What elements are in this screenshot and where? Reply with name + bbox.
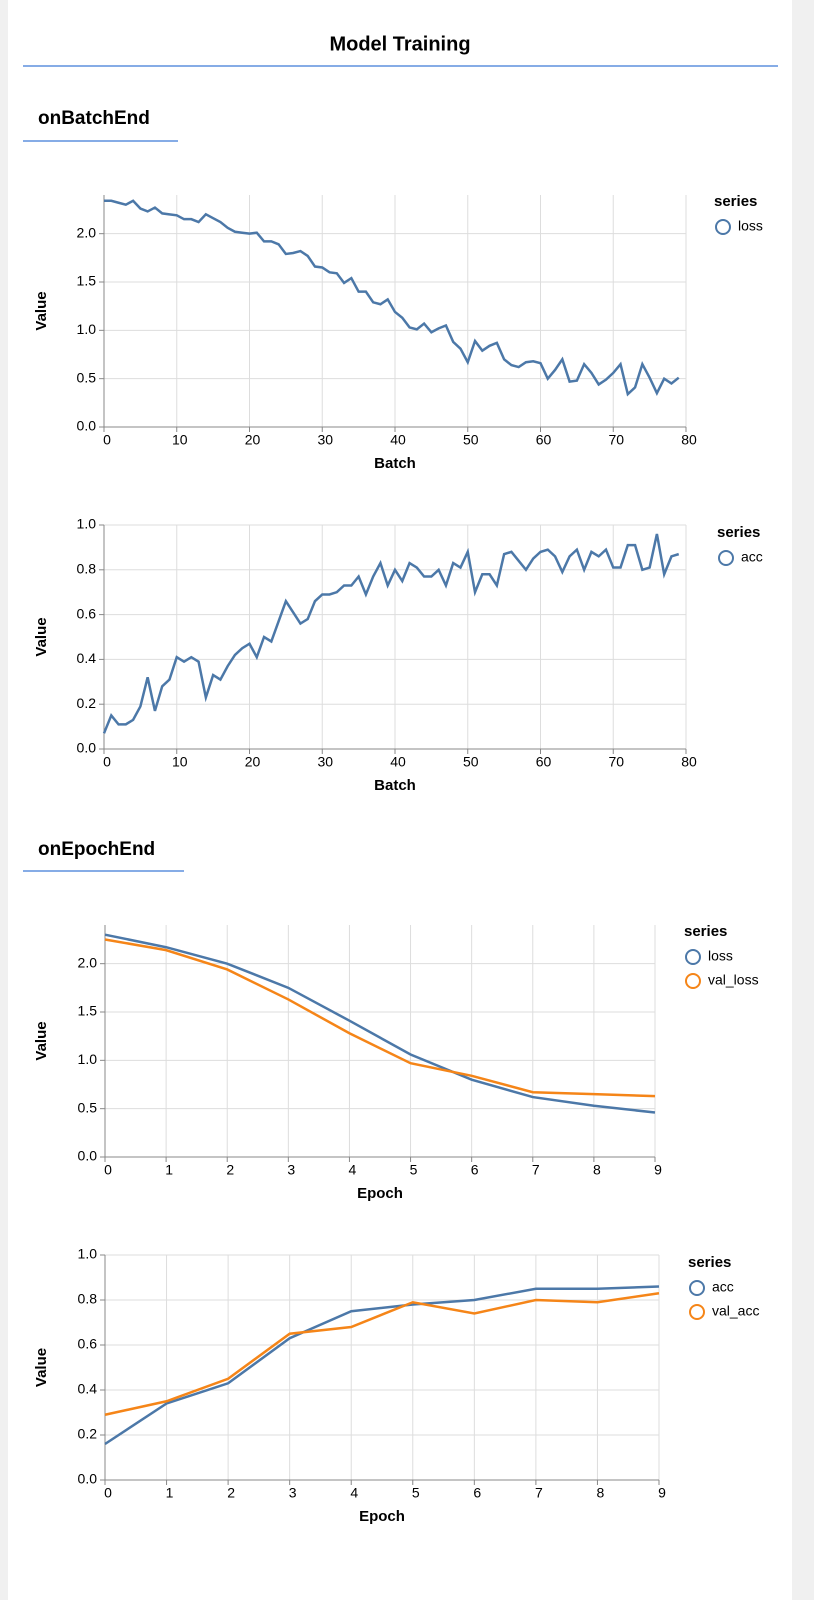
x-tick-label: 8 [597,1485,605,1501]
x-tick-label: 0 [104,1162,112,1178]
y-tick-label: 0.0 [78,1148,98,1164]
x-tick-label: 1 [165,1162,173,1178]
legend-label: loss [738,218,763,234]
y-tick-label: 0.8 [78,1291,98,1307]
legend-label: val_loss [708,972,759,988]
y-tick-label: 0.4 [78,1381,98,1397]
x-tick-label: 1 [166,1485,174,1501]
x-tick-label: 50 [463,754,479,770]
x-axis-title: Epoch [357,1185,403,1202]
legend-symbol [685,973,701,989]
x-tick-label: 0 [103,432,111,448]
y-tick-label: 2.0 [77,224,97,240]
y-axis-title: Value [33,291,50,330]
x-tick-label: 5 [410,1162,418,1178]
y-axis-title: Value [33,1021,50,1060]
y-axis-title: Value [33,1348,50,1387]
y-tick-label: 0.0 [78,1471,98,1487]
x-tick-label: 4 [349,1162,357,1178]
x-tick-label: 4 [350,1485,358,1501]
legend-symbol [718,550,734,566]
legend-label: val_acc [712,1303,759,1319]
x-tick-label: 9 [658,1485,666,1501]
x-tick-label: 3 [289,1485,297,1501]
x-tick-label: 5 [412,1485,420,1501]
y-tick-label: 0.6 [78,1336,98,1352]
x-tick-label: 2 [226,1162,234,1178]
x-tick-label: 7 [532,1162,540,1178]
x-tick-label: 20 [245,754,261,770]
legend-title: series [684,923,727,940]
page-title: Model Training [329,33,470,55]
x-tick-label: 6 [473,1485,481,1501]
x-axis-title: Epoch [359,1508,405,1525]
x-tick-label: 0 [103,754,111,770]
x-tick-label: 70 [608,432,624,448]
legend-label: acc [741,549,763,565]
y-tick-label: 1.5 [78,1003,98,1019]
x-tick-label: 30 [317,754,333,770]
y-tick-label: 0.2 [78,1426,98,1442]
y-tick-label: 0.2 [77,695,97,711]
series-line [102,533,680,734]
series-line [104,1292,660,1416]
x-tick-label: 60 [536,432,552,448]
y-tick-label: 0.4 [77,650,97,666]
series-line [104,933,656,1114]
x-tick-label: 70 [608,754,624,770]
y-tick-label: 1.0 [78,1051,98,1067]
y-tick-label: 1.0 [77,321,97,337]
x-tick-label: 40 [390,754,406,770]
legend-title: series [714,193,757,210]
x-tick-label: 50 [463,432,479,448]
series-line [104,1285,660,1446]
x-tick-label: 40 [390,432,406,448]
x-axis-title: Batch [374,777,416,794]
x-tick-label: 30 [317,432,333,448]
section-title: onBatchEnd [38,108,150,129]
legend-label: acc [712,1279,734,1295]
x-tick-label: 10 [172,432,188,448]
y-axis-title: Value [33,617,50,656]
x-tick-label: 3 [287,1162,295,1178]
legend-symbol [689,1304,705,1320]
x-axis-title: Batch [374,455,416,472]
legend-title: series [717,524,760,541]
legend-label: loss [708,948,733,964]
x-tick-label: 6 [471,1162,479,1178]
y-tick-label: 2.0 [78,954,98,970]
legend-symbol [689,1280,705,1296]
section-title: onEpochEnd [38,839,155,860]
legend-title: series [688,1254,731,1271]
y-tick-label: 1.0 [77,516,97,532]
y-tick-label: 0.0 [77,740,97,756]
x-tick-label: 8 [593,1162,601,1178]
y-tick-label: 0.0 [77,418,97,434]
x-tick-label: 20 [245,432,261,448]
x-tick-label: 9 [654,1162,662,1178]
y-tick-label: 1.5 [77,273,97,289]
legend-symbol [685,949,701,965]
x-tick-label: 2 [227,1485,235,1501]
legend-symbol [715,219,731,235]
x-tick-label: 60 [536,754,552,770]
y-tick-label: 0.8 [77,561,97,577]
y-tick-label: 1.0 [78,1246,98,1262]
y-tick-label: 0.6 [77,605,97,621]
panel [8,0,792,1600]
series-line [104,199,680,397]
y-tick-label: 0.5 [78,1099,98,1115]
y-tick-label: 0.5 [77,369,97,385]
x-tick-label: 0 [104,1485,112,1501]
x-tick-label: 7 [535,1485,543,1501]
series-line [104,938,656,1098]
x-tick-label: 80 [681,432,697,448]
x-tick-label: 10 [172,754,188,770]
x-tick-label: 80 [681,754,697,770]
